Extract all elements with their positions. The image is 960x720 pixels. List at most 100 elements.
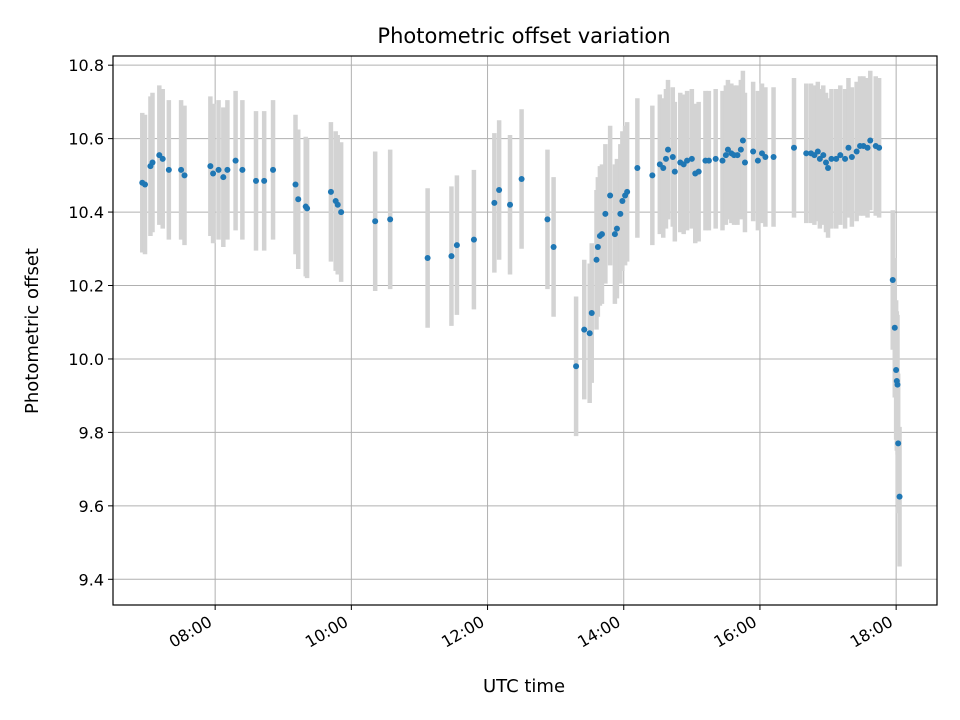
data-point: [588, 310, 595, 317]
data-point: [842, 155, 849, 162]
data-point: [734, 152, 741, 159]
data-point: [739, 137, 746, 144]
data-point: [662, 155, 669, 162]
data-point: [593, 256, 600, 263]
data-point: [470, 236, 477, 243]
data-point: [741, 159, 748, 166]
data-point: [867, 137, 874, 144]
data-point: [224, 166, 231, 173]
data-point: [598, 231, 605, 238]
data-point: [181, 172, 188, 179]
plot-frame: [112, 55, 938, 606]
data-point: [684, 157, 691, 164]
data-point: [220, 174, 227, 181]
data-point: [387, 216, 394, 223]
data-point: [581, 326, 588, 333]
data-point: [688, 155, 695, 162]
data-point: [261, 177, 268, 184]
data-point: [837, 152, 844, 159]
data-point: [634, 165, 641, 172]
data-point: [239, 166, 246, 173]
data-point: [550, 243, 557, 250]
data-point: [803, 150, 810, 157]
data-point: [142, 181, 149, 188]
data-point: [424, 254, 431, 261]
data-point: [149, 159, 156, 166]
data-point: [665, 146, 672, 153]
data-point: [292, 181, 299, 188]
data-point: [215, 166, 222, 173]
data-point: [624, 188, 631, 195]
data-point: [232, 157, 239, 164]
data-point: [649, 172, 656, 179]
data-point: [207, 163, 214, 170]
data-point: [607, 192, 614, 199]
data-point: [712, 155, 719, 162]
data-point: [270, 166, 277, 173]
chart-title: Photometric offset variation: [377, 24, 670, 48]
data-point: [253, 177, 260, 184]
data-point: [496, 187, 503, 194]
data-point: [617, 210, 624, 217]
data-point: [611, 231, 618, 238]
data-point: [304, 205, 311, 212]
grid-lines: [113, 56, 937, 605]
data-point: [594, 243, 601, 250]
data-point: [825, 165, 832, 172]
data-point: [754, 157, 761, 164]
data-point: [602, 210, 609, 217]
data-point: [619, 198, 626, 205]
data-point: [613, 225, 620, 232]
data-point: [338, 209, 345, 216]
data-point: [833, 155, 840, 162]
data-point: [889, 277, 896, 284]
data-point: [750, 148, 757, 155]
data-point: [719, 157, 726, 164]
y-tick-label: 9.8: [79, 423, 104, 442]
data-points: [139, 137, 903, 500]
data-point: [820, 152, 827, 159]
data-point: [894, 381, 901, 388]
y-tick-label: 10.6: [68, 130, 104, 149]
data-point: [814, 148, 821, 155]
data-point: [178, 166, 185, 173]
data-point: [660, 165, 667, 172]
data-point: [828, 155, 835, 162]
y-tick-label: 10.4: [68, 203, 104, 222]
data-point: [210, 170, 217, 177]
y-tick-label: 10.8: [68, 56, 104, 75]
data-point: [891, 324, 898, 331]
data-point: [864, 144, 871, 151]
data-point: [327, 188, 334, 195]
data-point: [507, 201, 514, 208]
data-point: [372, 218, 379, 225]
data-point: [853, 148, 860, 155]
data-point: [586, 330, 593, 337]
data-point: [845, 144, 852, 151]
y-axis-title: Photometric offset: [22, 248, 43, 414]
data-point: [334, 201, 341, 208]
data-point: [896, 493, 903, 500]
data-point: [770, 153, 777, 160]
data-point: [790, 144, 797, 151]
data-point: [165, 166, 172, 173]
data-point: [762, 153, 769, 160]
data-point: [295, 196, 302, 203]
data-point: [159, 155, 166, 162]
x-axis-title: UTC time: [483, 676, 565, 697]
data-point: [573, 363, 580, 370]
data-point: [453, 242, 460, 249]
data-point: [544, 216, 551, 223]
data-point: [518, 176, 525, 183]
data-point: [876, 144, 883, 151]
data-point: [669, 153, 676, 160]
data-point: [671, 168, 678, 175]
y-tick-label: 10.2: [68, 277, 104, 296]
data-point: [491, 199, 498, 206]
data-point: [705, 157, 712, 164]
data-point: [448, 253, 455, 260]
data-point: [695, 168, 702, 175]
data-point: [895, 440, 902, 447]
data-point: [893, 366, 900, 373]
y-tick-label: 10.0: [68, 350, 104, 369]
